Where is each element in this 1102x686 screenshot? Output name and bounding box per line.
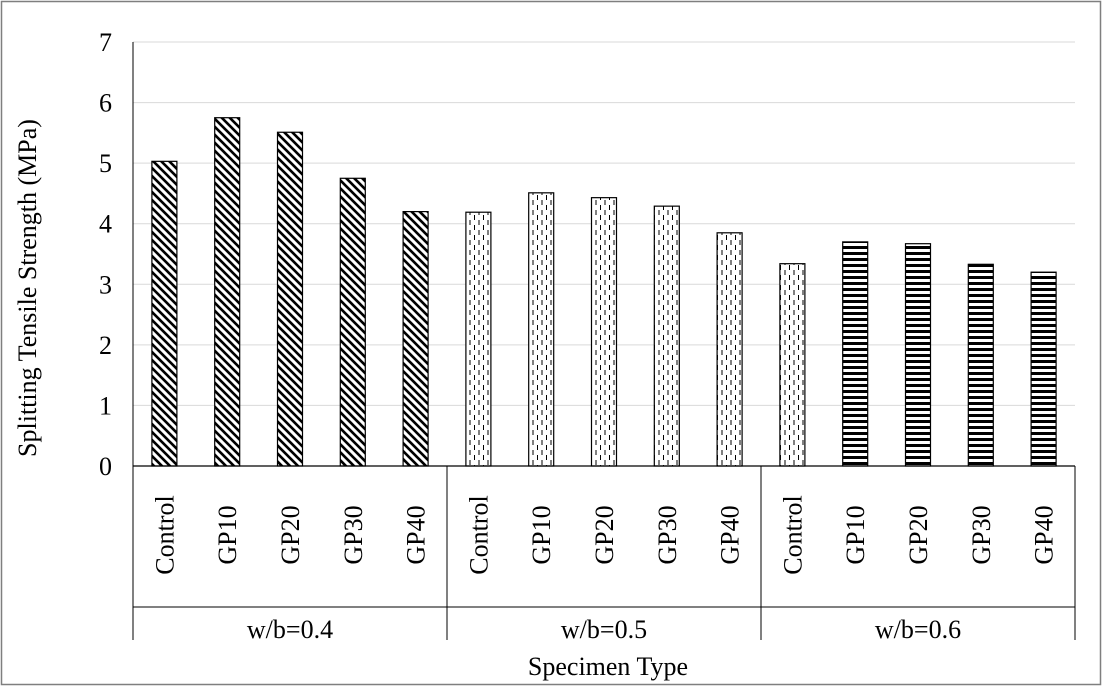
x-category-label: GP20 [904, 505, 933, 564]
x-category-label: GP40 [402, 505, 431, 564]
y-tick-label: 7 [99, 28, 112, 57]
x-category-label: GP10 [213, 505, 242, 564]
x-category-labels: Control GP10 GP20 GP30 GP40 Control GP10 GP20 GP… [150, 495, 1058, 574]
x-category-label: GP20 [276, 505, 305, 564]
y-tick-label: 0 [99, 452, 112, 481]
bar-w/b=0.6-GP20 [904, 243, 932, 467]
group-label: w/b=0.5 [561, 615, 647, 644]
x-category-label: Control [150, 495, 179, 574]
y-tick-labels: 0 1 2 3 4 5 6 7 [99, 28, 112, 481]
x-category-label: GP20 [590, 505, 619, 564]
y-tick-label: 2 [99, 331, 112, 360]
x-category-label: Control [464, 495, 493, 574]
bar-w/b=0.4-GP40 [402, 211, 429, 467]
bar-w/b=0.5-GP40 [716, 232, 743, 467]
x-category-label: GP10 [527, 505, 556, 564]
bar-w/b=0.4-GP20 [276, 131, 304, 467]
bar-w/b=0.6-GP10 [842, 241, 869, 467]
bar-w/b=0.5-GP10 [528, 192, 555, 467]
bar-w/b=0.6-Control [779, 263, 806, 467]
bar-w/b=0.4-Control [151, 160, 178, 467]
group-dividers [133, 466, 1076, 640]
x-category-label: GP10 [841, 505, 870, 564]
x-category-label: Control [778, 495, 807, 574]
y-tick-label: 5 [99, 149, 112, 178]
x-category-label: GP30 [967, 505, 996, 564]
y-axis-label: Splitting Tensile Strength (MPa) [13, 119, 42, 457]
bar-w/b=0.5-GP20 [590, 197, 618, 467]
bar-w/b=0.4-GP30 [339, 177, 366, 467]
group-label: w/b=0.6 [875, 615, 961, 644]
y-tick-label: 6 [99, 89, 112, 118]
x-category-label: GP30 [339, 505, 368, 564]
bar-w/b=0.5-GP30 [653, 205, 680, 467]
bar-w/b=0.5-Control [465, 211, 492, 467]
x-category-label: GP40 [1030, 505, 1059, 564]
group-label: w/b=0.4 [247, 615, 333, 644]
y-tick-label: 3 [99, 270, 112, 299]
y-tick-label: 4 [99, 210, 112, 239]
y-tick-label: 1 [99, 391, 112, 420]
bar-w/b=0.6-GP30 [967, 263, 994, 467]
bars [151, 117, 1057, 467]
x-axis-label: Specimen Type [528, 652, 688, 681]
group-labels: w/b=0.4 w/b=0.5 w/b=0.6 [247, 615, 961, 644]
bar-w/b=0.4-GP10 [214, 117, 241, 467]
x-category-label: GP30 [653, 505, 682, 564]
x-category-label: GP40 [716, 505, 745, 564]
bar-w/b=0.6-GP40 [1030, 271, 1057, 467]
